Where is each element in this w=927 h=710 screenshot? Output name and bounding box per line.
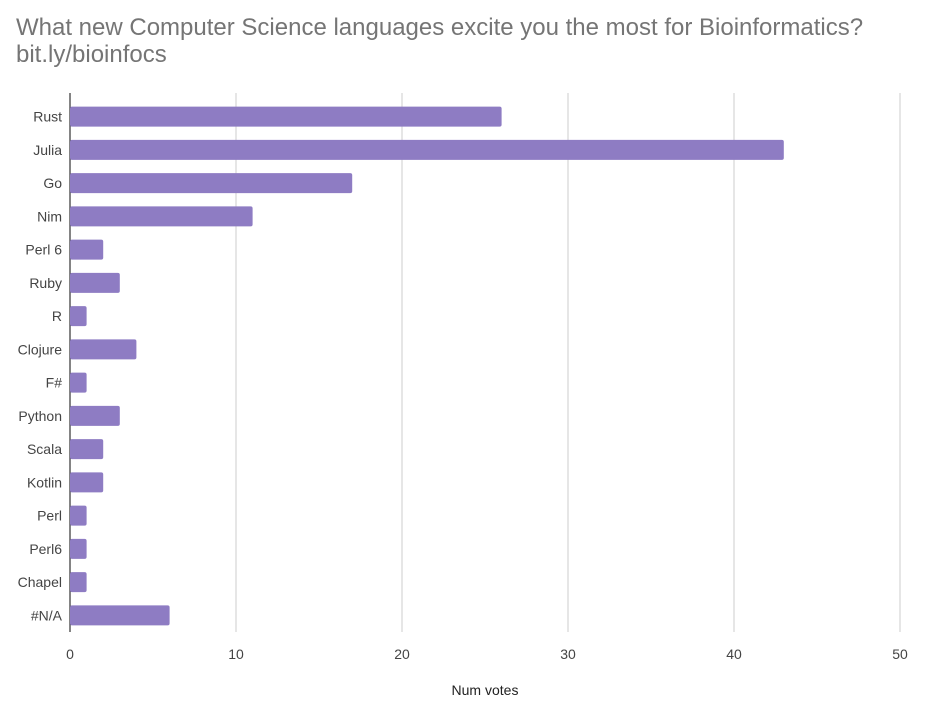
x-axis-title: Num votes [452, 682, 519, 698]
category-label: Perl [37, 508, 62, 524]
x-tick-labels: 0 10 20 30 40 50 [66, 646, 908, 662]
bar [70, 239, 104, 260]
bar [70, 339, 137, 360]
category-label: Scala [27, 441, 62, 457]
x-tick-label: 0 [66, 646, 74, 662]
category-label: Kotlin [27, 474, 62, 490]
bar [70, 206, 253, 227]
bar [70, 538, 87, 559]
bar [70, 173, 353, 194]
category-label: Julia [33, 142, 62, 158]
bar [70, 272, 120, 293]
category-label: Chapel [18, 574, 62, 590]
category-label: F# [46, 375, 63, 391]
category-label: Nim [37, 208, 62, 224]
x-tick-label: 10 [228, 646, 244, 662]
category-label: Perl 6 [25, 242, 62, 258]
x-tick-label: 50 [892, 646, 908, 662]
category-labels: Rust Julia Go Nim Perl 6 Ruby R Clojure F# Python… [18, 109, 63, 624]
category-label: Rust [33, 109, 62, 125]
bar [70, 106, 502, 127]
category-label: Ruby [29, 275, 62, 291]
bar [70, 572, 87, 593]
category-label: Go [43, 175, 62, 191]
bar [70, 372, 87, 393]
x-tick-label: 40 [726, 646, 742, 662]
x-tick-label: 20 [394, 646, 410, 662]
bar [70, 605, 170, 626]
category-label: #N/A [31, 607, 63, 623]
bar [70, 439, 104, 460]
bar [70, 139, 784, 160]
bar [70, 505, 87, 526]
x-tick-label: 30 [560, 646, 576, 662]
bars [70, 106, 784, 626]
category-label: Perl6 [29, 541, 62, 557]
chart-title: What new Computer Science languages exci… [16, 14, 864, 68]
bar [70, 472, 104, 493]
bar [70, 306, 87, 327]
category-label: Clojure [18, 341, 63, 357]
category-label: R [52, 308, 62, 324]
bar [70, 405, 120, 426]
category-label: Python [18, 408, 62, 424]
